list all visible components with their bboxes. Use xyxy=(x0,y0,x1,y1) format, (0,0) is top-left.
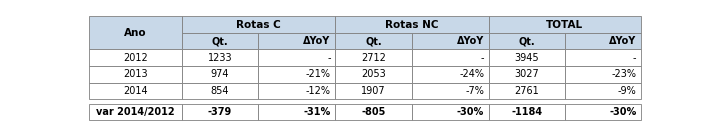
Bar xyxy=(565,66,641,83)
Bar xyxy=(89,49,182,66)
Bar xyxy=(258,66,335,83)
Text: -7%: -7% xyxy=(465,86,484,96)
Text: -: - xyxy=(633,53,637,63)
Bar xyxy=(412,83,488,99)
Text: var 2014/2012: var 2014/2012 xyxy=(96,107,174,117)
Text: 3945: 3945 xyxy=(515,53,539,63)
Text: 1233: 1233 xyxy=(208,53,232,63)
Text: 2012: 2012 xyxy=(123,53,147,63)
Text: -30%: -30% xyxy=(609,107,637,117)
Bar xyxy=(412,49,488,66)
Text: -379: -379 xyxy=(208,107,232,117)
Bar xyxy=(488,66,565,83)
Bar xyxy=(335,33,412,49)
Text: -31%: -31% xyxy=(303,107,330,117)
Text: -: - xyxy=(328,53,330,63)
Bar xyxy=(182,66,258,83)
Text: 1907: 1907 xyxy=(361,86,386,96)
Text: -: - xyxy=(481,53,484,63)
Text: Qt.: Qt. xyxy=(518,36,535,46)
Text: TOTAL: TOTAL xyxy=(546,20,583,30)
Text: Qt.: Qt. xyxy=(365,36,382,46)
Text: -21%: -21% xyxy=(305,69,330,79)
Bar xyxy=(258,33,335,49)
Bar xyxy=(89,104,182,120)
Text: -805: -805 xyxy=(361,107,386,117)
Bar xyxy=(335,49,412,66)
Text: 2712: 2712 xyxy=(361,53,386,63)
Bar xyxy=(258,83,335,99)
Bar xyxy=(488,104,565,120)
Bar xyxy=(335,83,412,99)
Bar xyxy=(258,104,335,120)
Text: -30%: -30% xyxy=(457,107,484,117)
Text: 3027: 3027 xyxy=(515,69,539,79)
Bar xyxy=(565,33,641,49)
Bar xyxy=(488,16,641,33)
Text: Rotas C: Rotas C xyxy=(236,20,281,30)
Text: -23%: -23% xyxy=(612,69,637,79)
Text: Ano: Ano xyxy=(124,28,147,38)
Text: -1184: -1184 xyxy=(511,107,543,117)
Bar xyxy=(335,104,412,120)
Bar xyxy=(488,33,565,49)
Bar xyxy=(182,16,335,33)
Bar xyxy=(89,16,182,49)
Text: 974: 974 xyxy=(211,69,229,79)
Text: ΔYoY: ΔYoY xyxy=(609,36,637,46)
Bar xyxy=(565,49,641,66)
Bar xyxy=(412,66,488,83)
Bar xyxy=(182,49,258,66)
Text: 2053: 2053 xyxy=(361,69,386,79)
Text: 2013: 2013 xyxy=(123,69,147,79)
Text: 2014: 2014 xyxy=(123,86,147,96)
Text: Qt.: Qt. xyxy=(211,36,229,46)
Bar xyxy=(89,83,182,99)
Bar xyxy=(412,33,488,49)
Bar xyxy=(258,49,335,66)
Bar xyxy=(182,83,258,99)
Text: -12%: -12% xyxy=(305,86,330,96)
Text: ΔYoY: ΔYoY xyxy=(457,36,484,46)
Bar xyxy=(335,66,412,83)
Text: ΔYoY: ΔYoY xyxy=(303,36,330,46)
Bar xyxy=(412,104,488,120)
Bar xyxy=(565,83,641,99)
Text: 854: 854 xyxy=(211,86,229,96)
Bar xyxy=(565,104,641,120)
Text: Rotas NC: Rotas NC xyxy=(385,20,439,30)
Text: -9%: -9% xyxy=(617,86,637,96)
Bar xyxy=(182,104,258,120)
Bar xyxy=(335,16,488,33)
Bar xyxy=(182,33,258,49)
Text: -24%: -24% xyxy=(459,69,484,79)
Bar xyxy=(488,49,565,66)
Text: 2761: 2761 xyxy=(515,86,539,96)
Bar xyxy=(488,83,565,99)
Bar xyxy=(89,66,182,83)
